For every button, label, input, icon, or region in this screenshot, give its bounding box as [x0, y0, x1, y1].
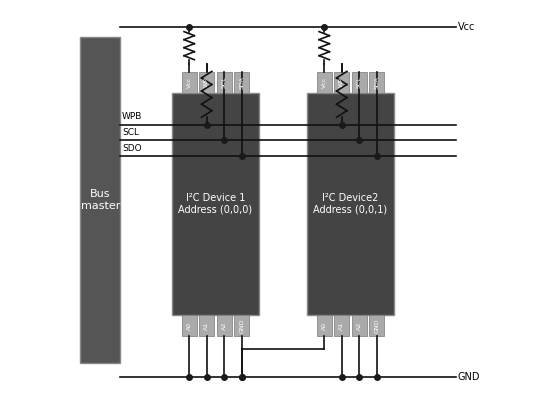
Bar — [182, 72, 197, 93]
Text: SDO: SDO — [122, 144, 142, 153]
Bar — [317, 72, 332, 93]
Text: Vcc: Vcc — [322, 77, 327, 88]
Text: I²C Device2
Address (0,0,1): I²C Device2 Address (0,0,1) — [314, 193, 388, 215]
Text: SDA: SDA — [239, 76, 244, 89]
Text: Vcc: Vcc — [186, 77, 192, 88]
Bar — [80, 37, 120, 363]
Bar — [351, 72, 367, 93]
Text: SCL: SCL — [222, 76, 227, 88]
Bar — [199, 315, 214, 336]
Text: WP: WP — [204, 78, 209, 87]
Bar — [317, 315, 332, 336]
Text: A0: A0 — [322, 322, 327, 330]
Bar — [334, 72, 349, 93]
Text: Bus
master: Bus master — [80, 189, 120, 211]
Text: SCL: SCL — [122, 128, 139, 137]
Bar — [307, 93, 394, 315]
Text: GND: GND — [458, 372, 480, 382]
Bar — [182, 315, 197, 336]
Text: A0: A0 — [186, 322, 192, 330]
Text: GND: GND — [239, 318, 244, 333]
Text: A1: A1 — [204, 322, 209, 330]
Text: A2: A2 — [357, 321, 362, 330]
Text: GND: GND — [374, 318, 379, 333]
Text: SDA: SDA — [374, 76, 379, 89]
Text: Vcc: Vcc — [458, 22, 475, 32]
Bar — [369, 72, 384, 93]
Bar — [199, 72, 214, 93]
Bar — [234, 315, 249, 336]
Text: A2: A2 — [222, 321, 227, 330]
Bar — [351, 315, 367, 336]
Bar — [234, 72, 249, 93]
Text: I²C Device 1
Address (0,0,0): I²C Device 1 Address (0,0,0) — [178, 193, 252, 215]
Bar — [369, 315, 384, 336]
Text: WPB: WPB — [122, 112, 142, 121]
Text: SCL: SCL — [357, 76, 362, 88]
Text: A1: A1 — [339, 322, 344, 330]
Bar — [334, 315, 349, 336]
Bar — [217, 72, 232, 93]
Bar — [217, 315, 232, 336]
Bar — [172, 93, 259, 315]
Text: WP: WP — [339, 78, 344, 87]
